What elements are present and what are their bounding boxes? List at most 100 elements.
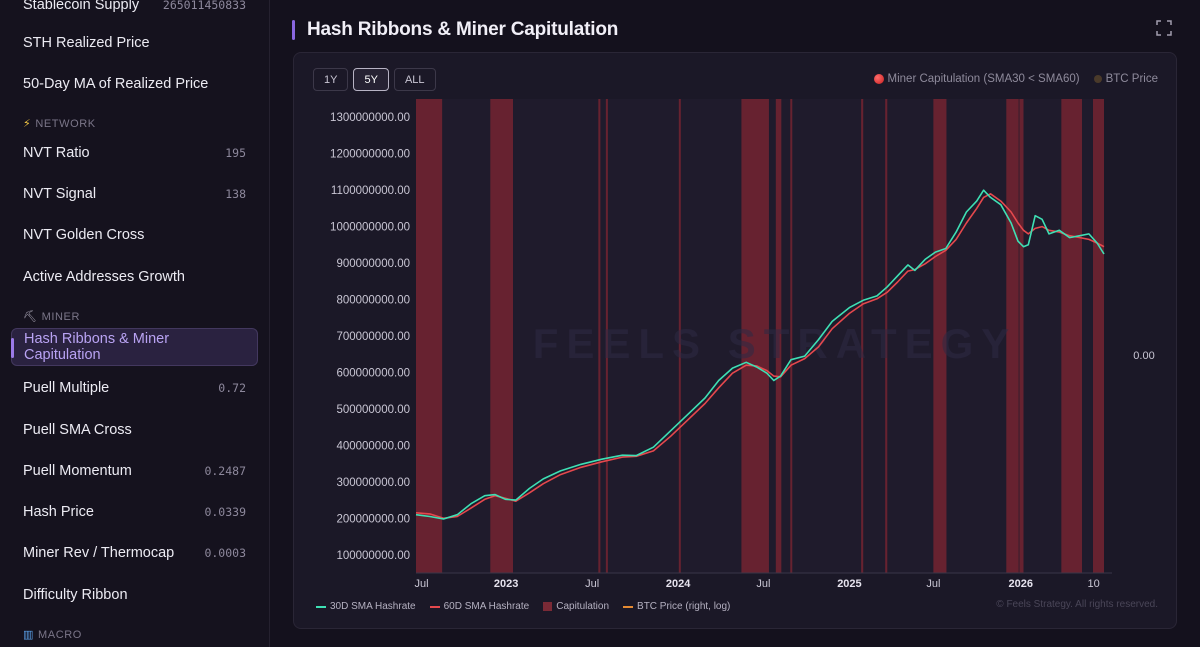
- sidebar-item-label: NVT Signal: [23, 186, 97, 202]
- legend-swatch: [623, 605, 634, 608]
- capitulation-band: [1092, 99, 1104, 573]
- range-button-5y[interactable]: 5Y: [353, 68, 389, 91]
- y-tick-label: 100000000.00: [336, 550, 410, 562]
- main-content: Hash Ribbons & Miner Capitulation 1Y 5Y …: [270, 0, 1200, 647]
- capitulation-band: [605, 99, 608, 573]
- sidebar-item-nvt-ratio[interactable]: NVT Ratio 195: [11, 134, 258, 172]
- legend-item-capitulation[interactable]: Miner Capitulation (SMA30 < SMA60): [873, 73, 1080, 85]
- sidebar-section-network: ⚡ NETWORK: [23, 117, 96, 131]
- sidebar-item-label: Puell Momentum: [23, 463, 132, 479]
- y-tick-label: 600000000.00: [336, 367, 410, 379]
- capitulation-band: [1061, 99, 1082, 573]
- legend-swatch: [429, 605, 440, 608]
- legend-item-sma30[interactable]: 30D SMA Hashrate: [316, 601, 416, 612]
- x-tick-label: 2026: [1009, 578, 1033, 590]
- capitulation-band: [885, 99, 888, 573]
- bottom-legend: 30D SMA Hashrate 60D SMA Hashrate Capitu…: [316, 601, 730, 612]
- sidebar-item-label: NVT Ratio: [23, 145, 90, 161]
- legend-item-btc-price[interactable]: BTC Price: [1093, 73, 1158, 85]
- y-right-tick-label: 0.00: [1133, 350, 1154, 362]
- sidebar-item-label: Difficulty Ribbon: [23, 587, 128, 603]
- range-button-all[interactable]: ALL: [393, 68, 436, 91]
- capitulation-band: [741, 99, 769, 573]
- fullscreen-icon[interactable]: [1156, 20, 1172, 36]
- page-header: Hash Ribbons & Miner Capitulation: [292, 18, 618, 42]
- sidebar-item-value: 0.2487: [204, 464, 246, 478]
- capitulation-band: [490, 99, 514, 573]
- sidebar-item-puell-momentum[interactable]: Puell Momentum 0.2487: [11, 452, 258, 490]
- hash-ribbons-chart[interactable]: FEELS STRATEGY 1300000000.00 1200000000.00…: [294, 53, 1178, 630]
- sma60-series-line: [415, 193, 1105, 520]
- y-tick-label: 1200000000.00: [330, 149, 410, 161]
- legend-item-btc-price-right[interactable]: BTC Price (right, log): [623, 601, 730, 612]
- capitulation-band: [1006, 99, 1019, 573]
- legend-label: 60D SMA Hashrate: [443, 601, 530, 612]
- sidebar-item-label: Hash Ribbons & Miner Capitulation: [24, 331, 170, 363]
- sidebar-section-macro: ▥ MACRO: [23, 628, 82, 642]
- sidebar-item-label: Puell Multiple: [23, 380, 110, 396]
- legend-label: Miner Capitulation (SMA30 < SMA60): [887, 73, 1080, 85]
- sidebar-item-puell-multiple[interactable]: Puell Multiple 0.72: [11, 369, 258, 407]
- sidebar: Stablecoin Supply 265011450833 STH Reali…: [0, 0, 270, 647]
- sidebar-item-50d-ma-realized-price[interactable]: 50-Day MA of Realized Price: [11, 65, 258, 103]
- chart-icon: ▥: [23, 629, 34, 641]
- y-tick-label: 1100000000.00: [331, 185, 410, 197]
- sidebar-item-label: NVT Golden Cross: [23, 227, 145, 243]
- capitulation-band: [775, 99, 782, 573]
- red-circle-icon: [873, 74, 884, 84]
- section-label: MACRO: [38, 628, 82, 641]
- y-tick-label: 1300000000.00: [330, 112, 410, 124]
- legend-swatch: [316, 605, 326, 608]
- sidebar-item-hash-price[interactable]: Hash Price 0.0339: [11, 493, 258, 531]
- title-accent: [292, 20, 295, 40]
- section-label: MINER: [41, 310, 81, 323]
- x-tick-label: 10: [1088, 578, 1100, 590]
- sidebar-item-puell-sma-cross[interactable]: Puell SMA Cross: [11, 411, 258, 449]
- chart-panel: 1Y 5Y ALL Miner Capitulation (SMA30 < SM…: [293, 52, 1177, 629]
- sidebar-item-nvt-signal[interactable]: NVT Signal 138: [11, 175, 258, 213]
- sidebar-item-value: 0.72: [218, 381, 246, 395]
- top-legend: Miner Capitulation (SMA30 < SMA60) BTC P…: [873, 73, 1158, 85]
- x-tick-label: Jul: [926, 578, 940, 590]
- page-title: Hash Ribbons & Miner Capitulation: [307, 19, 619, 40]
- sma30-series-line: [415, 189, 1105, 520]
- sidebar-item-active-addresses-growth[interactable]: Active Addresses Growth: [11, 258, 258, 296]
- sidebar-item-miner-rev-thermocap[interactable]: Miner Rev / Thermocap 0.0003: [11, 534, 258, 572]
- legend-label: BTC Price: [1105, 73, 1158, 85]
- y-tick-label: 500000000.00: [336, 404, 410, 416]
- sidebar-item-label: STH Realized Price: [23, 35, 150, 51]
- sidebar-item-label: 50-Day MA of Realized Price: [23, 76, 209, 92]
- sidebar-item-value: 0.0003: [204, 546, 246, 560]
- x-tick-label: 2024: [666, 578, 691, 590]
- sidebar-item-value: 0.0339: [204, 505, 246, 519]
- range-button-1y[interactable]: 1Y: [313, 68, 349, 91]
- sidebar-item-hash-ribbons[interactable]: Hash Ribbons & Miner Capitulation: [11, 328, 258, 366]
- legend-item-capitulation-band[interactable]: Capitulation: [543, 601, 609, 612]
- legend-item-sma60[interactable]: 60D SMA Hashrate: [429, 601, 530, 612]
- y-tick-label: 1000000000.00: [330, 222, 410, 234]
- sidebar-item-label: Puell SMA Cross: [23, 422, 132, 438]
- sidebar-item-label: Stablecoin Supply: [23, 0, 140, 13]
- watermark-text: FEELS STRATEGY: [533, 320, 1018, 367]
- sidebar-item-label: Hash Price: [23, 504, 94, 520]
- sidebar-item-stablecoin-supply[interactable]: Stablecoin Supply 265011450833: [11, 0, 258, 24]
- capitulation-band: [598, 99, 601, 573]
- sidebar-item-difficulty-ribbon[interactable]: Difficulty Ribbon: [11, 576, 258, 614]
- sidebar-item-sth-realized-price[interactable]: STH Realized Price: [11, 24, 258, 62]
- range-selector: 1Y 5Y ALL: [313, 68, 436, 91]
- sidebar-item-value: 195: [225, 146, 246, 160]
- x-tick-label: 2023: [494, 578, 518, 590]
- sidebar-item-value: 138: [225, 187, 246, 201]
- sidebar-item-value: 265011450833: [162, 0, 246, 12]
- x-tick-label: 2025: [837, 578, 861, 590]
- y-tick-label: 900000000.00: [336, 258, 410, 270]
- sidebar-item-label: Miner Rev / Thermocap: [23, 545, 175, 561]
- capitulation-band: [933, 99, 947, 573]
- section-label: NETWORK: [35, 117, 96, 130]
- capitulation-band: [416, 99, 443, 573]
- legend-label: Capitulation: [556, 601, 610, 612]
- pickaxe-icon: ⛏: [23, 311, 38, 323]
- capitulation-band: [790, 99, 793, 573]
- sidebar-item-nvt-golden-cross[interactable]: NVT Golden Cross: [11, 216, 258, 254]
